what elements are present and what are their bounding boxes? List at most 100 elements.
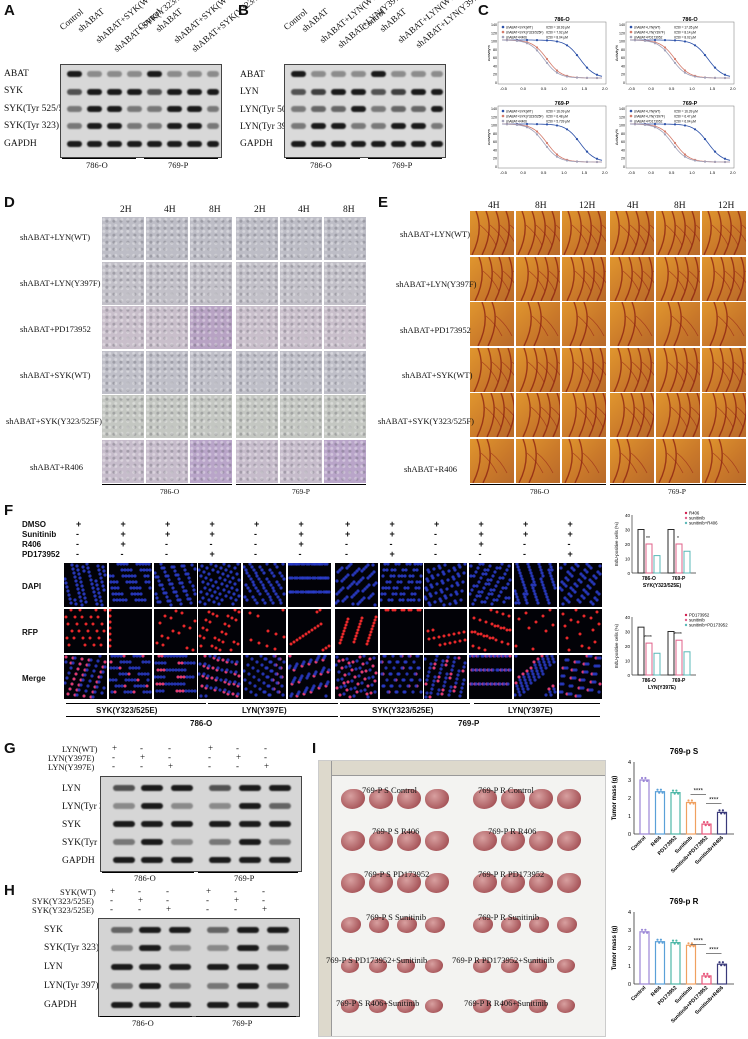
y-axis-label: EdU-positive cells (%) — [614, 623, 619, 668]
legend-label: R406 — [689, 511, 700, 516]
cell-line-label: 786-O — [310, 160, 332, 170]
cam-image — [656, 302, 700, 346]
y-tick: 20 — [493, 73, 497, 77]
x-tick: 1.0 — [561, 170, 567, 175]
dose-response-curve — [502, 39, 603, 77]
treatment-sign: + — [567, 519, 573, 529]
panel-label-b: B — [238, 2, 249, 19]
blot-row-label: LYN(Tyr 397) — [62, 802, 117, 812]
tumor — [529, 789, 553, 809]
blood-vessels — [517, 211, 560, 255]
bar — [675, 543, 683, 574]
cam-image — [562, 393, 606, 437]
microscopy-image — [146, 217, 188, 260]
y-tick: 20 — [625, 542, 631, 547]
microscopy-image — [324, 217, 366, 260]
panel-label-f: F — [4, 502, 14, 519]
y-tick: 100 — [619, 40, 625, 44]
microscopy-image — [146, 306, 188, 349]
tumor — [501, 959, 519, 973]
legend-marker — [501, 25, 505, 29]
cam-image — [470, 256, 514, 301]
tumor — [369, 917, 389, 933]
cell-line-label: 786-O — [86, 160, 108, 170]
microscopy-image — [190, 306, 232, 349]
fluorescence-image — [514, 609, 557, 653]
tumor-group-label: 769-P R Control — [478, 785, 534, 795]
cell-line-label: 786-O — [132, 1018, 154, 1028]
significance-label: **** — [709, 947, 719, 953]
cell-line-label: 786-O — [134, 873, 156, 883]
treatment-sign: + — [478, 529, 484, 539]
bar — [653, 652, 661, 676]
bar — [701, 975, 712, 985]
fluorescence-image — [379, 655, 423, 699]
microscopy-image — [190, 350, 232, 394]
data-point — [692, 945, 695, 948]
legend-label: shABAT+R406 — [506, 36, 527, 40]
channel-label: DAPI — [22, 582, 42, 591]
tumor — [425, 831, 449, 851]
y-tick: 100 — [619, 124, 625, 128]
data-point — [677, 942, 680, 945]
condition-sign: + — [262, 904, 268, 914]
condition-sign: - — [110, 895, 113, 905]
tumor — [341, 917, 361, 933]
condition-sign: - — [166, 886, 169, 896]
data-point — [643, 123, 647, 126]
tumor — [425, 873, 449, 893]
y-tick: 0 — [623, 81, 625, 85]
blood-vessels — [568, 393, 606, 437]
condition-sign: - — [138, 886, 141, 896]
legend-label: sunitinib+R406 — [689, 521, 718, 526]
microscopy-image — [324, 306, 366, 349]
tumor — [473, 831, 497, 851]
y-tick: 20 — [493, 157, 497, 161]
cam-image — [702, 347, 746, 392]
tumor — [473, 789, 497, 809]
y-tick: 20 — [625, 644, 631, 649]
legend-label: shABAT+SYK(WT) — [506, 26, 533, 30]
legend-label: shABAT+SYK(Y323/525F) — [506, 115, 543, 119]
blood-vessels — [563, 211, 606, 255]
condition-sign: + — [234, 895, 240, 905]
cam-image — [470, 393, 514, 437]
cam-image — [516, 302, 560, 346]
treatment-sign: + — [120, 519, 126, 529]
row-label: shABAT+LYN(Y397F) — [20, 278, 101, 288]
tumor — [473, 959, 491, 973]
cell-nuclei — [514, 655, 557, 697]
treatment-sign: + — [76, 519, 82, 529]
y-tick: 140 — [619, 107, 625, 111]
data-point — [693, 159, 697, 162]
condition-sign: + — [140, 752, 146, 762]
data-point — [703, 76, 707, 79]
blood-vessels — [658, 438, 694, 483]
blot-row-label: GAPDH — [240, 139, 273, 149]
treatment-sign: + — [389, 529, 395, 539]
cam-image — [470, 347, 514, 392]
x-tick: 0.0 — [520, 86, 526, 91]
y-tick: 1 — [628, 964, 631, 970]
cam-image — [610, 393, 654, 437]
data-point — [702, 972, 706, 975]
y-tick: 40 — [621, 148, 625, 152]
fluorescence-image — [469, 609, 513, 653]
row-label: shABAT+PD173952 — [400, 325, 471, 335]
fluorescence-image — [198, 609, 242, 653]
cell-nuclei — [243, 563, 286, 605]
tumor — [425, 999, 443, 1013]
data-point — [653, 38, 657, 42]
significance-label: **** — [709, 797, 719, 803]
cell-line-label: 769-P — [234, 873, 255, 883]
tumor — [397, 831, 421, 851]
blood-vessels — [616, 393, 654, 437]
cell-nuclei — [424, 563, 467, 607]
data-point — [693, 75, 697, 78]
y-tick: 40 — [621, 64, 625, 68]
chart-title: 769-p R — [670, 897, 699, 906]
ruler — [319, 761, 332, 1036]
data-point — [675, 789, 678, 792]
cell-nuclei — [243, 655, 286, 697]
cell-nuclei — [424, 655, 467, 699]
